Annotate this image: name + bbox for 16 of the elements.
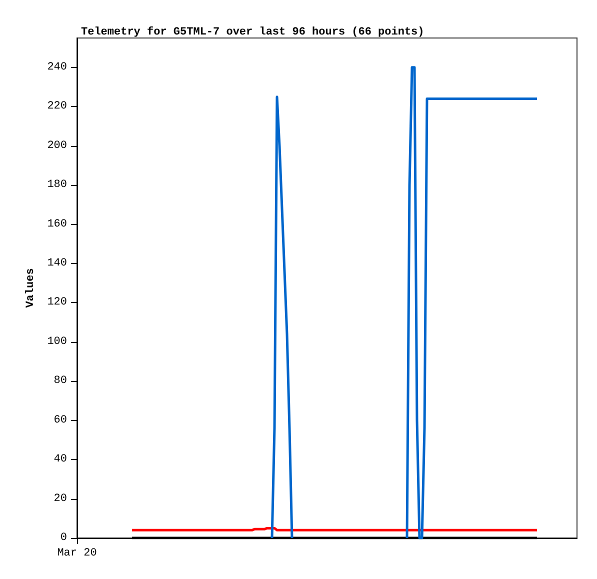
text: Mar 20 bbox=[57, 548, 97, 560]
y-tick-label: 100 bbox=[47, 336, 67, 348]
y-axis-title: Values bbox=[24, 268, 37, 308]
y-tick-label: 240 bbox=[47, 61, 67, 74]
y-tick-label: 140 bbox=[47, 257, 67, 270]
y-tick-label: 60 bbox=[54, 414, 67, 426]
y-tick-label: 80 bbox=[54, 375, 67, 388]
chart-title: Telemetry for G5TML-7 over last 96 hours (66 points) bbox=[81, 26, 424, 38]
y-tick-label: 160 bbox=[47, 218, 67, 230]
y-tick-label: 220 bbox=[47, 100, 67, 113]
y-tick-label: 200 bbox=[47, 140, 67, 152]
y-tick-label: 40 bbox=[54, 454, 67, 466]
y-tick-label: 0 bbox=[60, 532, 67, 544]
y-tick-label: 180 bbox=[47, 179, 67, 192]
y-tick-label: 120 bbox=[47, 296, 67, 309]
y-tick-label: 20 bbox=[54, 492, 67, 505]
